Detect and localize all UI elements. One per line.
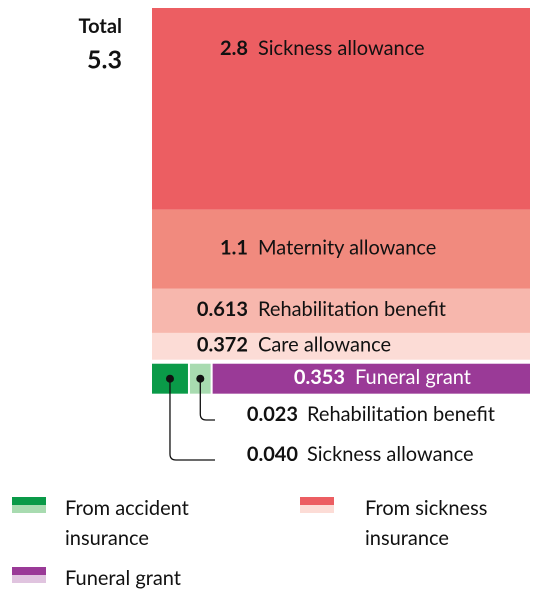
- value-label: 0.353: [294, 365, 345, 389]
- value-label: 1.1: [220, 235, 248, 259]
- segment-label: Rehabilitation benefit: [307, 402, 495, 426]
- value-label: 0.023: [247, 402, 298, 426]
- segment-label: Maternity allowance: [258, 235, 436, 259]
- legend-swatch: [300, 505, 334, 513]
- total-value: 5.3: [87, 44, 122, 74]
- value-label: 2.8: [220, 36, 248, 60]
- stack-segment: [152, 332, 530, 360]
- legend-swatch: [12, 575, 46, 583]
- segment-label: Care allowance: [258, 332, 391, 356]
- legend-label: From accident insurance: [65, 496, 189, 550]
- segment-label: Funeral grant: [355, 365, 471, 389]
- stack-segment: [152, 288, 530, 333]
- segment-label: Sickness allowance: [258, 36, 425, 60]
- legend-swatch: [12, 497, 46, 505]
- segment-label: Rehabilitation benefit: [258, 297, 446, 321]
- legend-swatch: [300, 497, 334, 505]
- legend-swatch: [12, 567, 46, 575]
- segment-label: Sickness allowance: [307, 442, 474, 466]
- row-segment: [212, 363, 531, 394]
- legend-swatch: [12, 505, 46, 513]
- stack-segment: [152, 209, 530, 289]
- value-label: 0.613: [197, 297, 248, 321]
- value-label: 0.372: [197, 332, 248, 356]
- total-title: Total: [79, 14, 122, 38]
- value-label: 0.040: [247, 442, 299, 466]
- legend-label: Funeral grant: [65, 566, 181, 590]
- legend-label: From sickness insurance: [365, 496, 488, 550]
- callout-line: [169, 378, 215, 461]
- callout-line: [199, 378, 215, 421]
- stack-segment: [152, 8, 530, 210]
